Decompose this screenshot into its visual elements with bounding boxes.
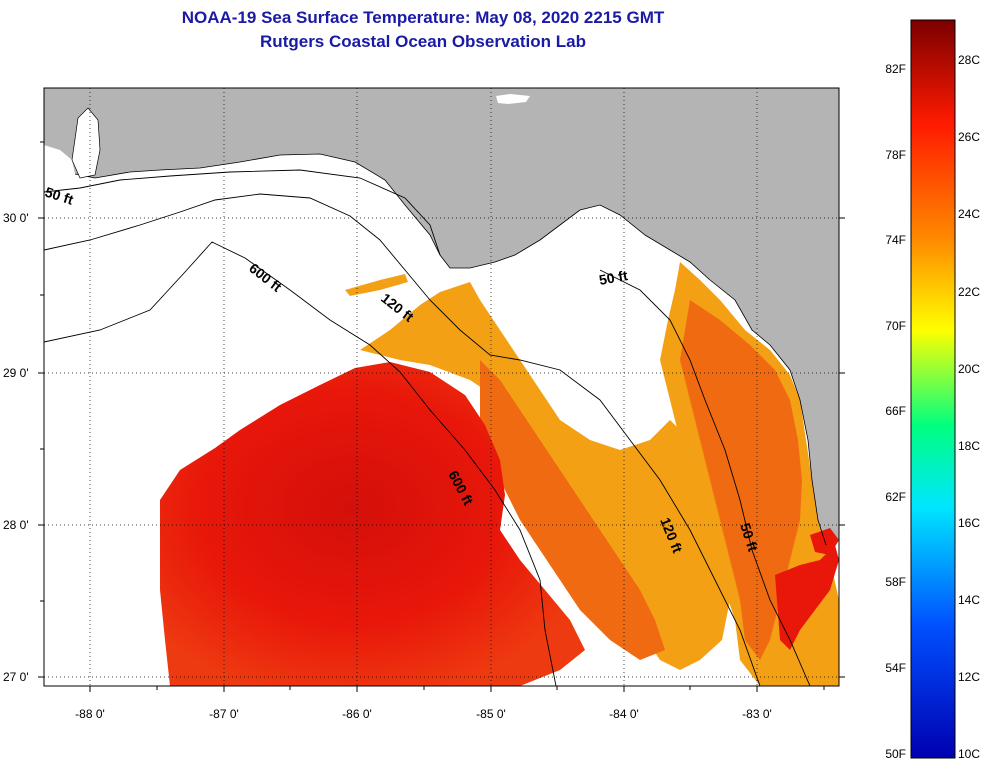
cb-c-18: 18C [958, 439, 980, 453]
land [44, 88, 839, 545]
contour-50ft [44, 169, 441, 256]
lat-label-28: 28 0' [3, 518, 29, 532]
cb-f-82: 82F [885, 62, 906, 76]
grid-lines [44, 88, 839, 686]
sst-east-shelf-inner [680, 300, 802, 660]
sst-mid-belt-inner [480, 360, 665, 660]
cb-c-22: 22C [958, 285, 980, 299]
contour-label-50ft-east: 50 ft [598, 267, 629, 288]
cb-f-50: 50F [885, 747, 906, 761]
cb-c-24: 24C [958, 207, 980, 221]
lat-label-30: 30 0' [3, 211, 29, 225]
lon-label-87: -87 0' [209, 707, 239, 721]
cb-f-66: 66F [885, 404, 906, 418]
contour-120ft [44, 193, 761, 686]
lat-label-27: 27 0' [3, 670, 29, 684]
chart-subtitle: Rutgers Coastal Ocean Observation Lab [260, 32, 586, 51]
cb-c-16: 16C [958, 516, 980, 530]
cb-f-74: 74F [885, 233, 906, 247]
lon-label-88: -88 0' [75, 707, 105, 721]
cb-f-70: 70F [885, 319, 906, 333]
cb-f-78: 78F [885, 148, 906, 162]
lon-label-86: -86 0' [342, 707, 372, 721]
cb-f-62: 62F [885, 490, 906, 504]
cb-c-10: 10C [958, 747, 980, 761]
cb-f-54: 54F [885, 661, 906, 675]
lon-label-84: -84 0' [609, 707, 639, 721]
sst-warm-core [160, 362, 585, 686]
lon-label-85: -85 0' [476, 707, 506, 721]
cb-f-58: 58F [885, 575, 906, 589]
colorbar-f-labels: 82F 78F 74F 70F 66F 62F 58F 54F 50F [885, 62, 906, 761]
contour-600ft [44, 241, 557, 686]
colorbar [910, 19, 956, 759]
cb-c-28: 28C [958, 53, 980, 67]
cb-c-14: 14C [958, 593, 980, 607]
colorbar-c-labels: 28C 26C 24C 22C 20C 18C 16C 14C 12C 10C [958, 53, 980, 761]
cb-c-20: 20C [958, 362, 980, 376]
chart-title: NOAA-19 Sea Surface Temperature: May 08,… [181, 8, 665, 27]
lat-label-29: 29 0' [3, 366, 29, 380]
cb-c-12: 12C [958, 670, 980, 684]
cb-c-26: 26C [958, 130, 980, 144]
lon-label-83: -83 0' [742, 707, 772, 721]
